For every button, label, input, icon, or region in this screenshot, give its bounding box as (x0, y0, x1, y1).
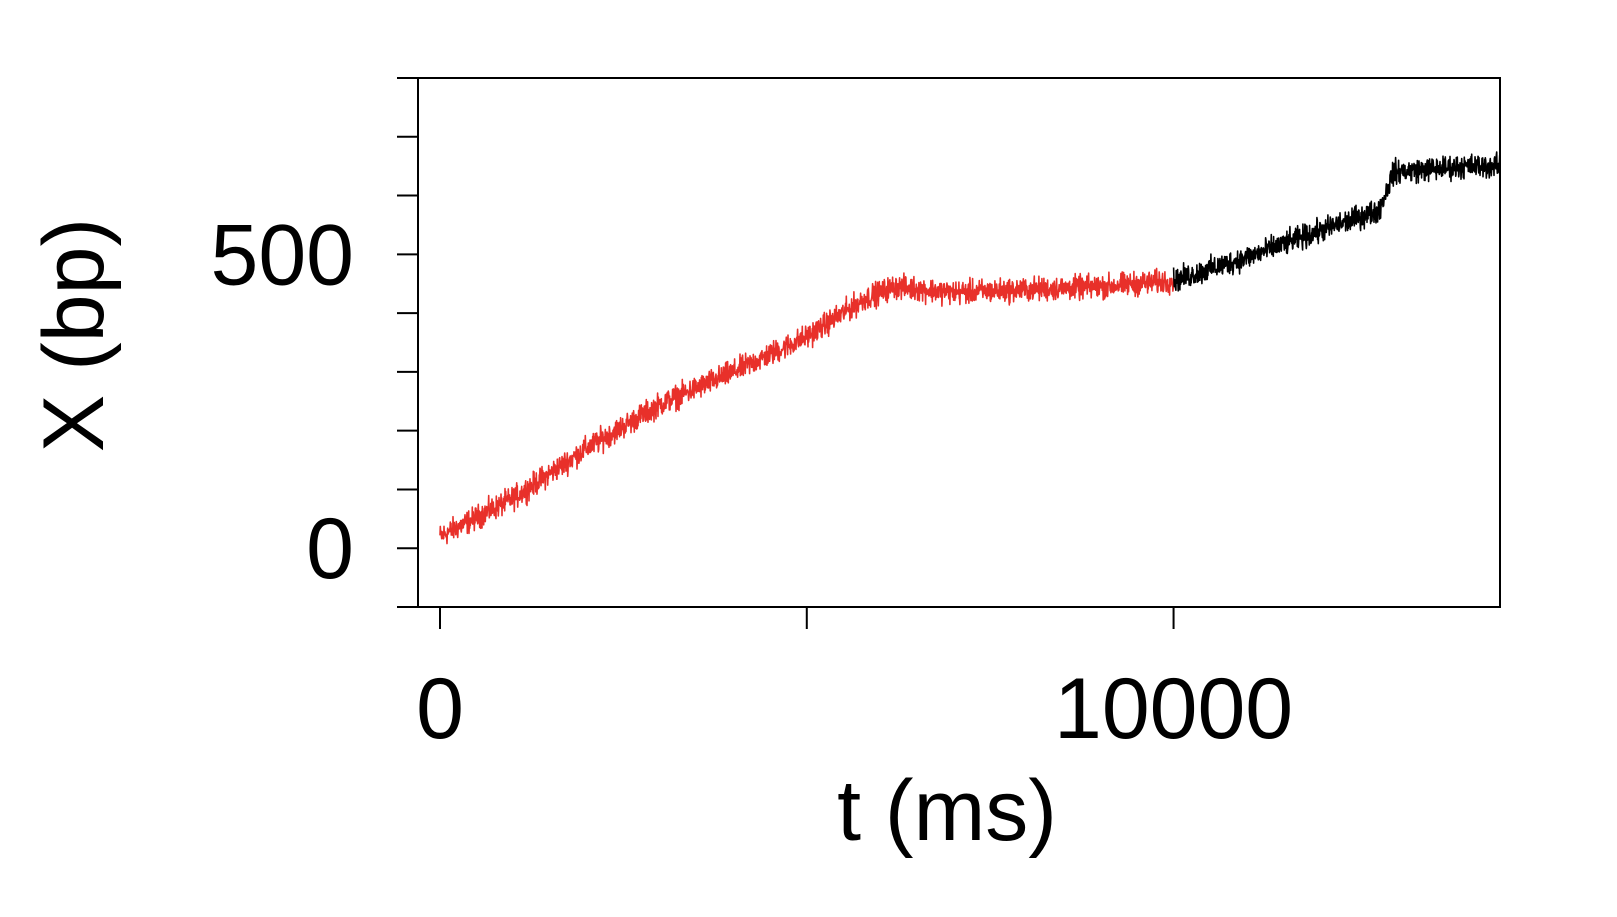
plot-frame (417, 77, 1501, 608)
y-tick-label-6: 500 (211, 207, 355, 303)
series-trace-1 (1172, 151, 1501, 292)
y-axis-title: X (bp) (26, 218, 122, 452)
y-tick-label-1: 0 (306, 501, 354, 597)
series-trace-0 (439, 267, 1175, 545)
x-tick-label-0: 0 (416, 661, 464, 757)
x-tick-label-2: 10000 (1054, 661, 1293, 757)
x-axis-title: t (ms) (837, 763, 1057, 859)
trace-group (439, 151, 1501, 545)
